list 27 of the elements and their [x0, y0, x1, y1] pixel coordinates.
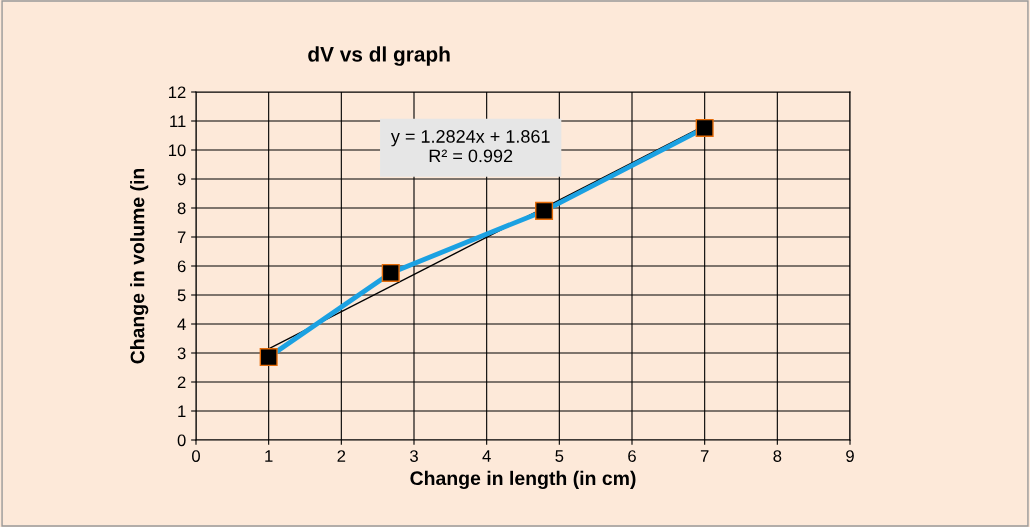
x-tick-label: 3 [410, 450, 418, 462]
y-tick-label: 3 [177, 347, 186, 360]
y-tick-label: 12 [169, 86, 186, 99]
y-tick-label: 5 [177, 289, 186, 302]
x-tick-label: 5 [555, 450, 564, 462]
x-tick-label: 7 [700, 450, 709, 462]
x-tick-label: 6 [628, 450, 636, 462]
y-tick-label: 1 [178, 405, 186, 418]
chart-title: dV vs dl graph [308, 46, 450, 66]
y-tick-label: 7 [177, 231, 186, 244]
y-tick-label: 8 [177, 202, 186, 215]
y-tick-label: 11 [170, 115, 186, 128]
x-tick-label: 4 [482, 450, 491, 462]
y-tick-label: 10 [169, 144, 186, 157]
x-axis-title: Change in length (in cm) [410, 470, 636, 490]
x-tick-label: 1 [265, 450, 273, 462]
x-tick-label: 8 [773, 450, 782, 462]
x-tick-label: 2 [337, 450, 346, 462]
y-axis-title: Change in volume (in [130, 168, 149, 364]
y-tick-label: 9 [177, 173, 186, 186]
annotation: y = 1.2824x + 1.861 R² = 0.992 [390, 130, 550, 163]
x-tick-label: 9 [846, 450, 854, 462]
y-tick-label: 4 [177, 318, 186, 331]
x-tick-label: 0 [192, 450, 200, 462]
y-tick-label: 6 [177, 260, 186, 273]
y-tick-label: 2 [177, 376, 186, 389]
y-tick-label: 0 [177, 434, 186, 447]
